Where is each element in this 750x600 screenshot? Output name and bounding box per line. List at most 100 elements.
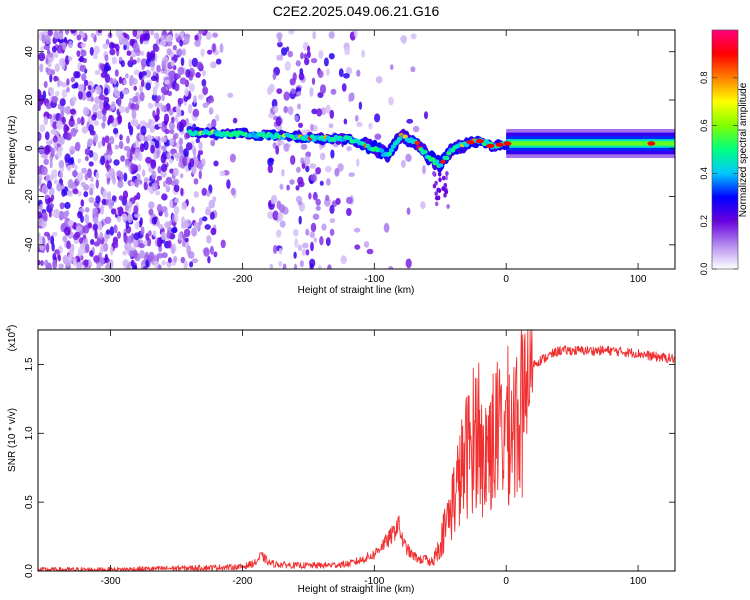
spectrogram-noise-cell <box>171 116 175 124</box>
spectrogram-noise-cell <box>108 200 114 210</box>
spectrogram-y-tick-label: 0 <box>24 145 35 151</box>
spectrogram-noise-cell <box>310 58 318 64</box>
spectrogram-noise-cell <box>68 56 73 62</box>
spectrogram-noise-cell <box>410 66 416 73</box>
spectrogram-noise-cell <box>297 244 302 252</box>
spectrogram-noise-cell <box>195 138 200 144</box>
spectrogram-noise-cell <box>138 243 145 249</box>
spectrogram-noise-cell <box>315 205 321 211</box>
spectrogram-noise-cell <box>61 82 68 88</box>
spectrogram-noise-cell <box>126 50 132 56</box>
spectrogram-noise-cell <box>147 134 151 142</box>
spectrogram-noise-cell <box>356 158 360 167</box>
colorbar-tick-label: 0.8 <box>699 72 709 85</box>
spectrogram-noise-cell <box>99 100 104 111</box>
spectrogram-noise-cell <box>118 105 126 113</box>
spectrogram-tail-cell <box>437 171 442 177</box>
spectrogram-noise-cell <box>122 89 129 95</box>
spectrogram-noise-cell <box>309 263 314 269</box>
spectrogram-noise-cell <box>40 46 44 52</box>
spectrogram-noise-cell <box>76 117 81 125</box>
spectrogram-x-tick-label: -300 <box>101 274 121 285</box>
spectrogram-noise-cell <box>175 104 181 114</box>
spectrogram-noise-cell <box>94 229 98 239</box>
spectrogram-noise-cell <box>162 180 167 188</box>
spectrogram-peak <box>647 141 656 146</box>
spectrogram-noise-cell <box>145 82 151 91</box>
spectrogram-noise-cell <box>76 172 84 182</box>
spectrogram-noise-cell <box>123 172 128 182</box>
spectrogram-noise-cell <box>157 166 162 174</box>
spectrogram-noise-cell <box>133 232 141 241</box>
spectrogram-noise-cell <box>401 159 406 168</box>
spectrogram-noise-cell <box>200 48 205 57</box>
spectrogram-noise-cell <box>90 239 95 245</box>
spectrogram-noise-cell <box>123 44 127 51</box>
spectrogram-noise-cell <box>295 185 300 191</box>
snr-y-tick-label: 1.5 <box>24 357 35 371</box>
spectrogram-noise-cell <box>172 178 180 185</box>
spectrogram-noise-cell <box>180 173 184 179</box>
snr-y-tick-label: 1.0 <box>24 426 35 440</box>
spectrogram-noise-cell <box>179 77 187 85</box>
snr-data <box>38 330 675 571</box>
spectrogram-noise-cell <box>101 198 107 206</box>
spectrogram-noise-cell <box>388 266 394 269</box>
spectrogram-noise-cell <box>318 264 322 269</box>
spectrogram-noise-cell <box>95 171 100 180</box>
spectrogram-noise-cell <box>47 30 53 37</box>
spectrogram-noise-cell <box>129 125 134 136</box>
spectrogram-noise-cell <box>303 53 308 60</box>
spectrogram-noise-cell <box>202 69 206 77</box>
spectrogram-noise-cell <box>101 121 106 129</box>
snr-y-tick-label: 0.5 <box>24 495 35 509</box>
spectrogram-noise-cell <box>168 257 172 264</box>
spectrogram-noise-cell <box>220 239 226 249</box>
spectrogram-noise-cell <box>168 108 174 116</box>
spectrogram-noise-cell <box>63 107 68 114</box>
spectrogram-noise-cell <box>132 30 138 38</box>
spectrogram-noise-cell <box>141 79 145 88</box>
spectrogram-noise-cell <box>193 191 199 198</box>
spectrogram-noise-cell <box>48 208 53 218</box>
spectrogram-noise-cell <box>309 231 315 238</box>
spectrogram-noise-cell <box>172 167 179 177</box>
spectrogram-noise-cell <box>132 237 139 248</box>
spectrogram-noise-cell <box>198 217 203 226</box>
spectrogram-y-tick-label: -20 <box>24 189 35 204</box>
spectrogram-noise-cell <box>207 256 211 264</box>
spectrogram-noise-cell <box>76 262 83 269</box>
spectrogram-noise-cell <box>343 118 348 125</box>
spectrogram-noise-cell <box>154 140 160 149</box>
spectrogram-noise-cell <box>133 42 139 52</box>
spectrogram-noise-cell <box>111 195 117 202</box>
spectrogram-noise-cell <box>232 117 238 124</box>
snr-series-line <box>38 330 675 571</box>
spectrogram-noise-cell <box>346 146 352 152</box>
spectrogram-noise-cell <box>269 263 274 269</box>
spectrogram-noise-cell <box>310 241 314 252</box>
spectrogram-noise-cell <box>169 158 174 164</box>
spectrogram-noise-cell <box>64 30 70 36</box>
spectrogram-noise-cell <box>118 206 124 217</box>
spectrogram-noise-cell <box>129 38 135 47</box>
spectrogram-noise-cell <box>58 136 65 146</box>
spectrogram-x-tick-label: 100 <box>630 274 647 285</box>
spectrogram-noise-cell <box>298 200 303 206</box>
spectrogram-noise-cell <box>166 48 172 56</box>
spectrogram-noise-cell <box>139 250 145 259</box>
spectrogram-noise-cell <box>92 53 98 60</box>
spectrogram-noise-cell <box>276 54 281 61</box>
spectrogram-noise-cell <box>44 131 50 141</box>
spectrogram-noise-cell <box>39 145 45 155</box>
spectrogram-noise-cell <box>47 180 52 190</box>
spectrogram-noise-cell <box>202 86 209 95</box>
spectrogram-noise-cell <box>297 103 301 110</box>
spectrogram-noise-cell <box>109 77 114 84</box>
spectrogram-noise-cell <box>208 199 216 209</box>
spectrogram-noise-cell <box>152 110 156 119</box>
spectrogram-noise-cell <box>142 266 148 269</box>
spectrogram-noise-cell <box>56 120 63 130</box>
spectrogram-noise-cell <box>405 258 412 269</box>
snr-background <box>38 330 675 571</box>
